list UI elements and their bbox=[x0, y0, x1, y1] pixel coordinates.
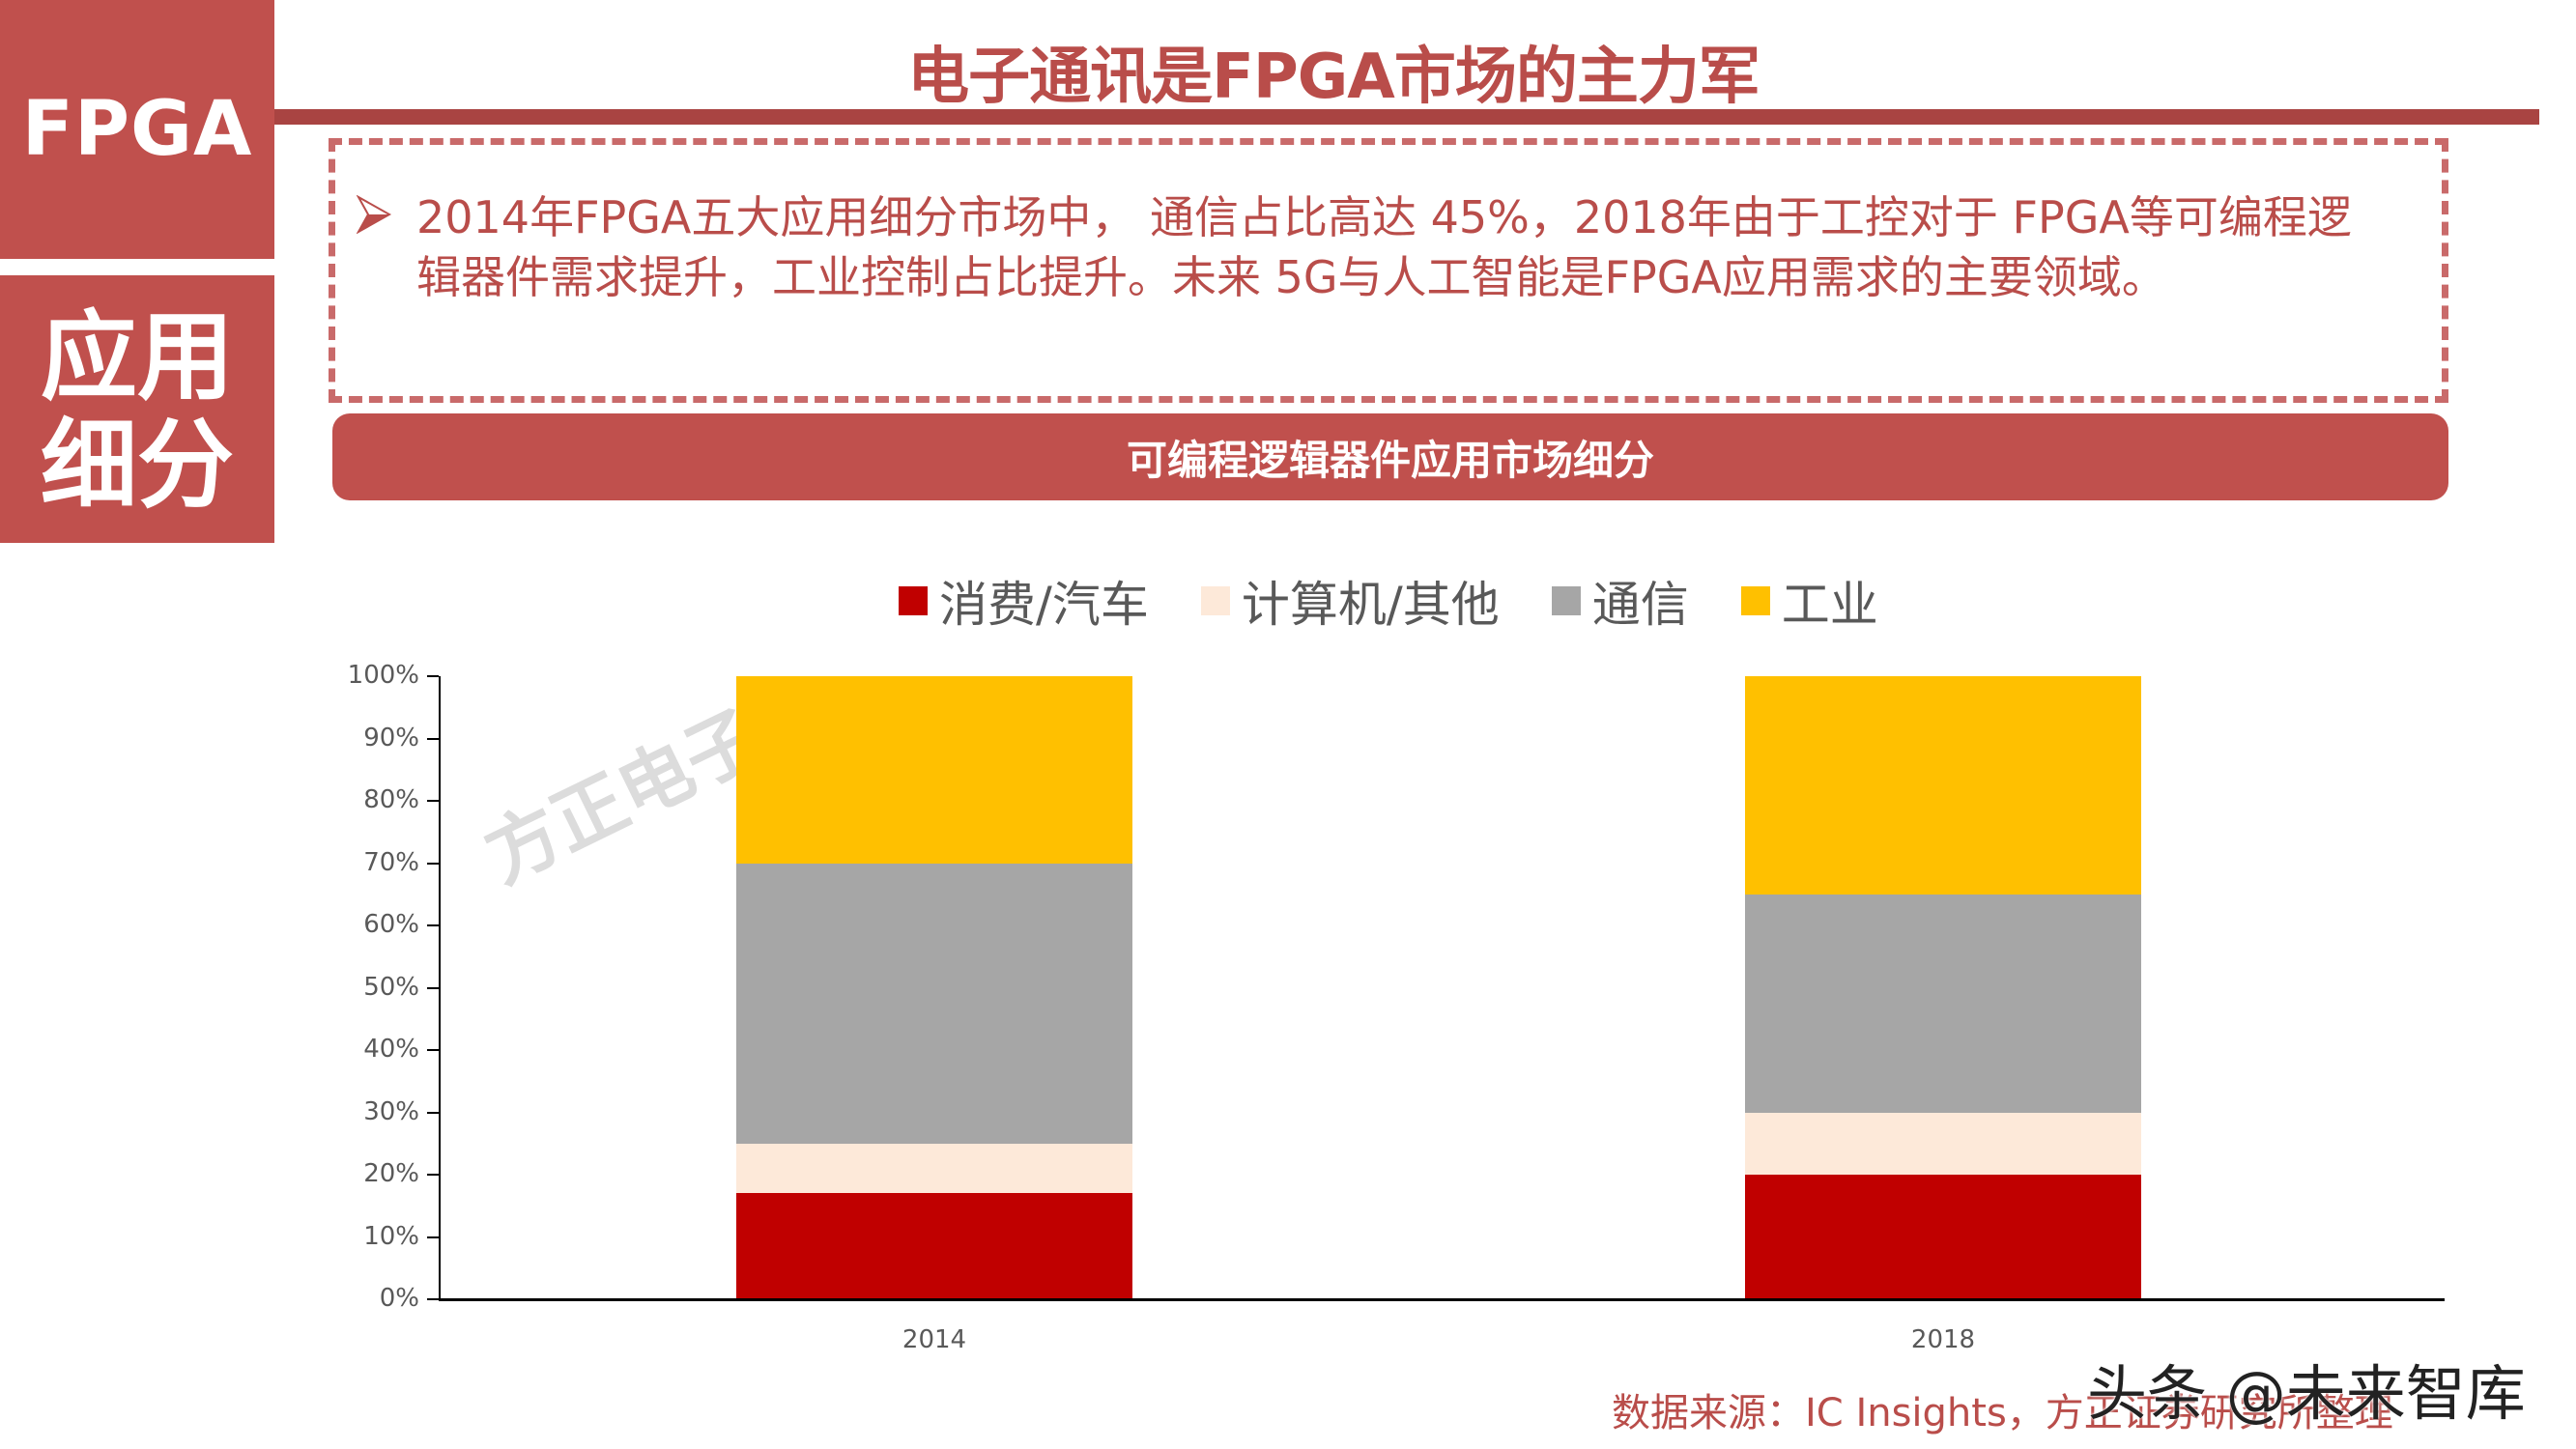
bar-segment bbox=[736, 1193, 1132, 1299]
arrow-bullet-icon bbox=[357, 195, 391, 234]
bar-segment bbox=[736, 676, 1132, 864]
y-tick bbox=[427, 1049, 439, 1051]
section-tag-line1: 应用 bbox=[41, 299, 234, 413]
watermark-toutiao: 头条 @未来智库 bbox=[2087, 1358, 2526, 1429]
page-title: 电子通讯是FPGA市场的主力军 bbox=[907, 42, 1760, 113]
bar-2014 bbox=[736, 676, 1132, 1299]
legend-label: 工业 bbox=[1781, 577, 1878, 633]
y-tick bbox=[427, 737, 439, 740]
y-tick bbox=[427, 1174, 439, 1176]
stacked-bar-chart: 0% 10% 20% 30% 40% 50% 60% 70% 80% 90% 100% 2014 20… bbox=[348, 661, 2445, 1354]
chart-legend: 消费/汽车 计算机/其他 通信 工业 bbox=[899, 572, 1931, 633]
legend-swatch bbox=[1551, 586, 1581, 615]
y-tick bbox=[427, 924, 439, 926]
section-tag-fpga-label: FPGA bbox=[21, 86, 253, 173]
y-tick-label: 10% bbox=[363, 1221, 419, 1251]
chart-title-banner: 可编程逻辑器件应用市场细分 bbox=[332, 413, 2448, 500]
legend-item-consumer-auto: 消费/汽车 bbox=[899, 566, 1149, 636]
bar-segment bbox=[736, 1143, 1132, 1194]
bar-segment bbox=[1745, 1112, 2141, 1175]
legend-item-computer-other: 计算机/其他 bbox=[1200, 566, 1500, 636]
bar-segment bbox=[1745, 676, 2141, 895]
y-tick bbox=[427, 1111, 439, 1114]
legend-swatch bbox=[1740, 586, 1770, 615]
title-divider bbox=[274, 109, 2539, 125]
bar-2018 bbox=[1745, 676, 2141, 1299]
summary-text: 2014年FPGA五大应用细分市场中， 通信占比高达 45%，2018年由于工控… bbox=[416, 191, 2352, 303]
y-tick-label: 0% bbox=[379, 1284, 419, 1313]
x-axis-line bbox=[439, 1298, 2445, 1301]
y-tick-label: 40% bbox=[363, 1035, 419, 1064]
y-tick-label: 60% bbox=[363, 910, 419, 939]
x-tick-label: 2018 bbox=[1910, 1325, 1976, 1354]
legend-label: 计算机/其他 bbox=[1241, 577, 1500, 633]
y-tick bbox=[427, 1236, 439, 1238]
y-tick-label: 20% bbox=[363, 1159, 419, 1188]
y-tick-label: 50% bbox=[363, 972, 419, 1002]
y-tick bbox=[427, 800, 439, 802]
legend-label: 通信 bbox=[1591, 577, 1689, 633]
section-tag-application: 应用 细分 bbox=[0, 275, 274, 543]
y-tick-label: 80% bbox=[363, 785, 419, 814]
bar-segment bbox=[736, 863, 1132, 1144]
legend-swatch bbox=[899, 586, 928, 615]
section-tag-fpga: FPGA bbox=[0, 0, 274, 259]
section-tag-line2: 细分 bbox=[41, 408, 234, 522]
bar-segment bbox=[1745, 894, 2141, 1113]
source-note: 数据来源：IC Insights，方正证券研究所整理 bbox=[1612, 1391, 2393, 1435]
y-tick bbox=[427, 1298, 439, 1300]
y-tick-label: 70% bbox=[363, 847, 419, 877]
y-tick-label: 100% bbox=[347, 661, 419, 690]
legend-item-communication: 通信 bbox=[1551, 566, 1689, 636]
legend-label: 消费/汽车 bbox=[939, 577, 1149, 633]
x-tick-label: 2014 bbox=[902, 1325, 967, 1354]
y-tick bbox=[427, 862, 439, 865]
legend-swatch bbox=[1200, 586, 1230, 615]
y-tick-label: 30% bbox=[363, 1096, 419, 1126]
summary-box: 2014年FPGA五大应用细分市场中， 通信占比高达 45%，2018年由于工控… bbox=[329, 138, 2448, 403]
y-tick-label: 90% bbox=[363, 723, 419, 753]
y-tick bbox=[427, 986, 439, 989]
y-tick bbox=[427, 675, 439, 677]
bar-segment bbox=[1745, 1175, 2141, 1299]
y-axis-line bbox=[439, 676, 441, 1299]
chart-title: 可编程逻辑器件应用市场细分 bbox=[1126, 436, 1654, 484]
legend-item-industrial: 工业 bbox=[1740, 566, 1878, 636]
